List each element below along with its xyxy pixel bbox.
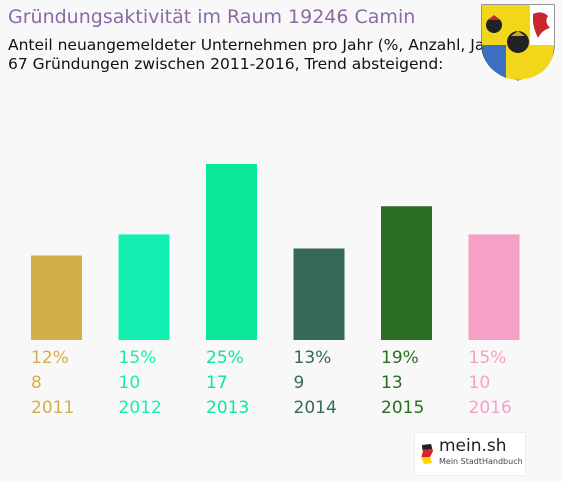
year-label-2012: 2012: [118, 398, 162, 418]
bar-2012: [118, 234, 170, 340]
bar-2016: [468, 234, 520, 340]
count-label-2015: 13: [381, 373, 403, 393]
germany-flag-icon: [421, 444, 433, 464]
bar-2011: [31, 255, 82, 340]
year-label-2014: 2014: [293, 398, 337, 418]
percent-label-2015: 19%: [381, 348, 419, 368]
bar-2015: [381, 206, 432, 340]
logo-name: mein.sh: [439, 436, 507, 456]
percent-label-2011: 12%: [31, 348, 69, 368]
year-label-2015: 2015: [381, 398, 425, 418]
year-label-2011: 2011: [31, 398, 75, 418]
chart-subtitle: Anteil neuangemeldeter Unternehmen pro J…: [8, 36, 507, 74]
count-label-2012: 10: [118, 373, 141, 393]
chart-title: Gründungsaktivität im Raum 19246 Camin: [8, 6, 416, 28]
year-label-2013: 2013: [206, 398, 250, 418]
percent-label-2014: 13%: [293, 348, 332, 368]
logo-tagline: Mein StadtHandbuch: [439, 457, 523, 466]
percent-label-2013: 25%: [206, 348, 244, 368]
bar-2013: [206, 164, 257, 340]
year-label-2016: 2016: [468, 398, 512, 418]
bar-2014: [293, 248, 345, 340]
count-label-2011: 8: [31, 373, 42, 393]
subtitle-line-1: Anteil neuangemeldeter Unternehmen pro J…: [8, 36, 507, 54]
percent-label-2016: 15%: [468, 348, 507, 368]
subtitle-line-2: 67 Gründungen zwischen 2011-2016, Trend …: [8, 55, 444, 73]
count-label-2016: 10: [468, 373, 491, 393]
mein-sh-logo[interactable]: mein.sh Mein StadtHandbuch: [414, 432, 526, 476]
coat-of-arms-icon: [481, 4, 555, 81]
percent-label-2012: 15%: [118, 348, 157, 368]
count-label-2014: 9: [293, 373, 305, 393]
count-label-2013: 17: [206, 373, 228, 393]
